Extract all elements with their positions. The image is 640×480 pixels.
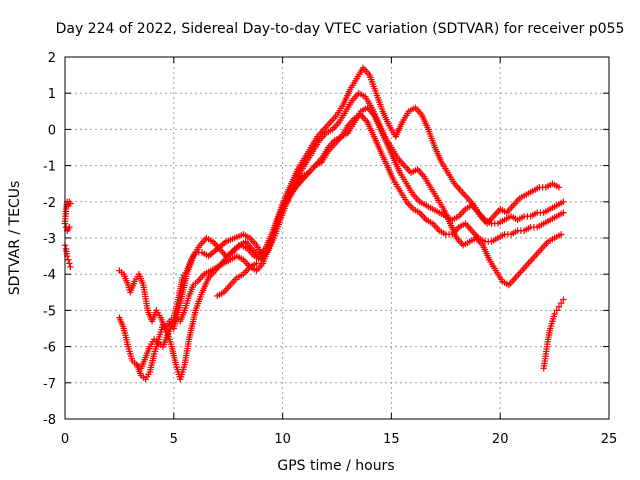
y-tick-label: -2 (43, 196, 56, 211)
data-point (555, 303, 563, 310)
y-axis-label: SDTVAR / TECUs (7, 181, 23, 296)
x-tick-label: 0 (61, 432, 69, 447)
grid (65, 57, 609, 419)
data-point (67, 200, 74, 207)
y-tick-label: -1 (43, 160, 56, 175)
y-tick-label: 1 (48, 87, 56, 102)
data-points (61, 64, 567, 383)
x-tick-label: 10 (274, 432, 291, 447)
data-point (560, 198, 567, 205)
data-point (551, 310, 558, 318)
x-tick-label: 25 (601, 432, 618, 447)
data-point (253, 260, 260, 267)
data-point (66, 260, 73, 267)
data-point (553, 307, 560, 314)
data-point (557, 231, 565, 238)
y-tick-label: 0 (48, 123, 56, 138)
x-axis-label: GPS time / hours (277, 458, 394, 474)
y-tick-label: -4 (43, 268, 56, 283)
y-tick-label: -7 (43, 377, 56, 392)
data-point (560, 296, 567, 303)
y-tick-label: -8 (43, 413, 56, 428)
plot-frame (64, 56, 610, 420)
x-tick-label: 15 (383, 432, 400, 447)
data-point (557, 299, 565, 307)
y-tick-label: -5 (43, 304, 56, 319)
y-tick-label: -6 (43, 341, 56, 356)
y-tick-label: 2 (48, 51, 56, 66)
chart-title: Day 224 of 2022, Sidereal Day-to-day VTE… (56, 21, 625, 37)
y-tick-label: -3 (43, 232, 56, 247)
data-point (66, 223, 73, 231)
data-point (65, 256, 72, 263)
data-point (67, 263, 74, 271)
x-tick-label: 20 (492, 432, 509, 447)
data-point (555, 184, 563, 191)
data-point (560, 209, 567, 216)
x-tick-label: 5 (170, 432, 178, 447)
